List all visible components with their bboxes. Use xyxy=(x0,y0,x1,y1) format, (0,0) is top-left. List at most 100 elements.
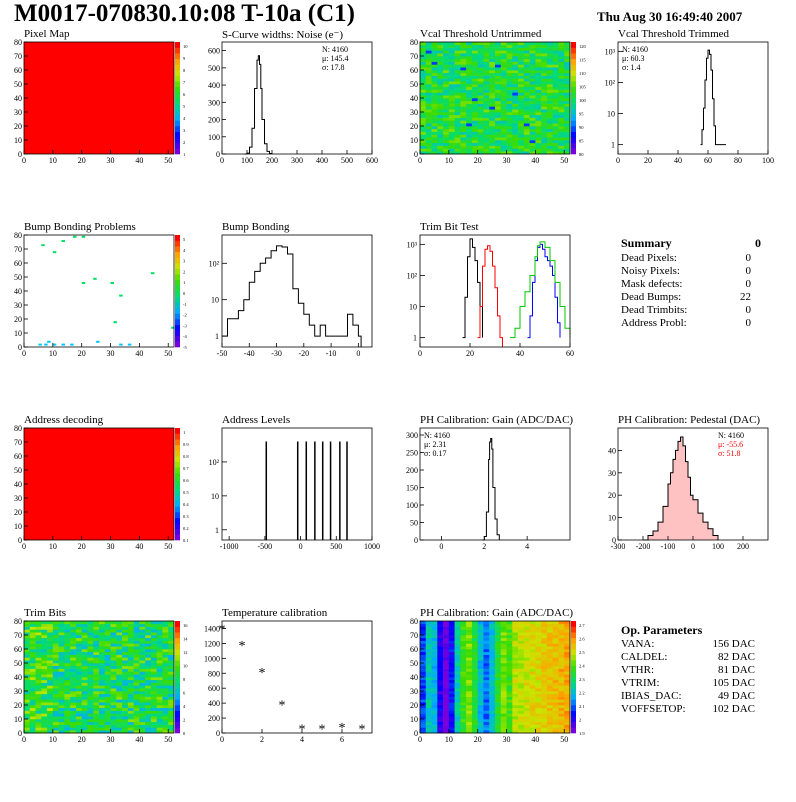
x-tick-label: 0 xyxy=(22,349,26,358)
y-tick-label: 0 xyxy=(18,150,22,159)
x-tick-label: -500 xyxy=(258,542,273,551)
x-tick-label: 2 xyxy=(260,735,264,744)
y-tick-label: 50 xyxy=(14,80,22,89)
x-tick-label: 10 xyxy=(49,349,57,358)
plot-frame xyxy=(419,234,571,348)
y-tick-label: 80 xyxy=(14,38,22,47)
z-tick-label: 5 xyxy=(183,237,186,242)
x-tick-label: 200 xyxy=(737,542,749,551)
y-tick-label: 10² xyxy=(209,259,220,268)
x-tick-label: 400 xyxy=(316,156,328,165)
bump-cell xyxy=(113,321,117,324)
x-tick-label: 0 xyxy=(22,735,26,744)
z-tick-label: 8 xyxy=(183,677,186,682)
chart-svg: 0 100 200 300 400 500 600 0 100 200 300 400 500 600 N:… xyxy=(208,41,378,165)
x-tick-label: 20 xyxy=(78,156,86,165)
x-tick-label: 600 xyxy=(366,156,378,165)
x-tick-label: -50 xyxy=(217,349,228,358)
chart-title: Bump Bonding xyxy=(222,221,290,233)
x-tick-label: 500 xyxy=(341,156,353,165)
y-tick-label: 10 xyxy=(409,303,417,312)
x-tick-label: 0 xyxy=(356,349,360,358)
x-tick-label: 40 xyxy=(135,735,143,744)
y-tick-label: 20 xyxy=(14,122,22,131)
series-line xyxy=(222,245,362,347)
y-tick-label: 10³ xyxy=(407,240,418,249)
y-tick-label: 300 xyxy=(406,431,418,440)
z-tick-label: 0.9 xyxy=(183,442,189,447)
y-tick-label: 200 xyxy=(208,116,220,125)
bump-cell xyxy=(73,235,77,238)
x-tick-label: 0 xyxy=(299,542,303,551)
plot-frame xyxy=(221,234,373,348)
x-tick-label: 100 xyxy=(712,542,724,551)
y-tick-label: 60 xyxy=(14,259,22,268)
series-line xyxy=(510,241,571,339)
y-tick-label: 40 xyxy=(14,94,22,103)
op-param-label: CALDEL: xyxy=(621,651,668,663)
y-tick-label: 10² xyxy=(209,458,220,467)
z-tick-label: 6 xyxy=(183,92,186,97)
z-tick-label: 14 xyxy=(183,637,188,642)
x-tick-label: -300 xyxy=(611,542,626,551)
y-tick-label: 60 xyxy=(410,66,418,75)
x-tick-label: 30 xyxy=(107,735,115,744)
summary-row-value: 0 xyxy=(745,304,752,316)
chart-svg: 0 20 40 60 1 10 10² 10³ xyxy=(407,234,574,358)
y-tick-label: 80 xyxy=(410,38,418,47)
chart-title: S-Curve widths: Noise (e⁻) xyxy=(222,29,343,41)
data-point: * xyxy=(259,666,266,681)
chart-title: Pixel Map xyxy=(24,28,70,40)
bump-cell xyxy=(47,340,51,343)
z-tick-label: 120 xyxy=(579,44,587,49)
x-tick-label: 0 xyxy=(418,349,422,358)
summary-heading-value: 0 xyxy=(755,236,761,250)
y-tick-label: 10 xyxy=(14,715,22,724)
chart-trim-bit-test: Trim Bit Test 0 20 40 60 1 10 10² 10³ xyxy=(396,221,593,416)
series-line xyxy=(477,245,503,347)
chart-bump-problems: Bump Bonding Problems 5 4 3 2 1 0 -1 -2 -3 -4 -5 0 10… xyxy=(0,221,197,416)
y-tick-label: 80 xyxy=(410,617,418,626)
x-tick-label: 30 xyxy=(503,156,511,165)
stats-line: μ: 60.3 xyxy=(622,54,645,63)
op-param-label: VTHR: xyxy=(621,664,654,676)
op-param-label: IBIAS_DAC: xyxy=(621,690,682,702)
op-param-value: 49 DAC xyxy=(718,690,755,702)
plot-frame xyxy=(221,427,373,541)
data-point: * xyxy=(239,639,246,654)
z-tick-label: 0.4 xyxy=(183,502,189,507)
y-tick-label: 50 xyxy=(410,519,418,528)
chart-trim-bits: Trim Bits 16 14 12 10 8 6 4 2 0 0 10 20 30 40 50 0 10 20 30… xyxy=(0,607,197,802)
y-tick-label: 1 xyxy=(215,332,219,341)
chart-temperature: Temperature calibration * * * * * * * * 0 2 4 6 0 200 4… xyxy=(198,607,395,802)
y-tick-label: 0 xyxy=(612,536,616,545)
x-tick-label: 30 xyxy=(107,156,115,165)
x-tick-label: 50 xyxy=(164,735,172,744)
heatmap-fill xyxy=(24,42,174,154)
y-tick-label: 30 xyxy=(410,108,418,117)
bump-cell xyxy=(150,272,155,275)
y-tick-label: 250 xyxy=(406,449,418,458)
x-tick-label: 500 xyxy=(330,542,342,551)
y-tick-label: 70 xyxy=(410,52,418,61)
chart-svg: -1000 -500 0 500 1000 1 10 10² xyxy=(209,427,380,551)
z-tick-label: 95 xyxy=(579,112,584,117)
z-tick-label: -4 xyxy=(183,334,187,339)
chart-ph-gain-map: PH Calibration: Gain (ADC/DAC) 2.7 2.6 2.5 2… xyxy=(396,607,593,802)
color-scale xyxy=(175,621,180,734)
x-tick-label: 0 xyxy=(616,156,620,165)
y-tick-label: 60 xyxy=(14,66,22,75)
bump-cell xyxy=(41,244,45,247)
series-line xyxy=(244,55,273,155)
y-tick-label: 60 xyxy=(14,645,22,654)
bump-cell xyxy=(81,235,86,238)
z-tick-label: 2.2 xyxy=(579,691,585,696)
x-tick-label: 40 xyxy=(531,156,539,165)
z-tick-label: 12 xyxy=(183,650,188,655)
x-tick-label: 0 xyxy=(418,156,422,165)
stats-line: N: 4160 xyxy=(424,431,450,440)
bump-cell xyxy=(61,240,65,242)
chart-title: Address decoding xyxy=(24,414,104,426)
y-tick-label: 30 xyxy=(14,687,22,696)
